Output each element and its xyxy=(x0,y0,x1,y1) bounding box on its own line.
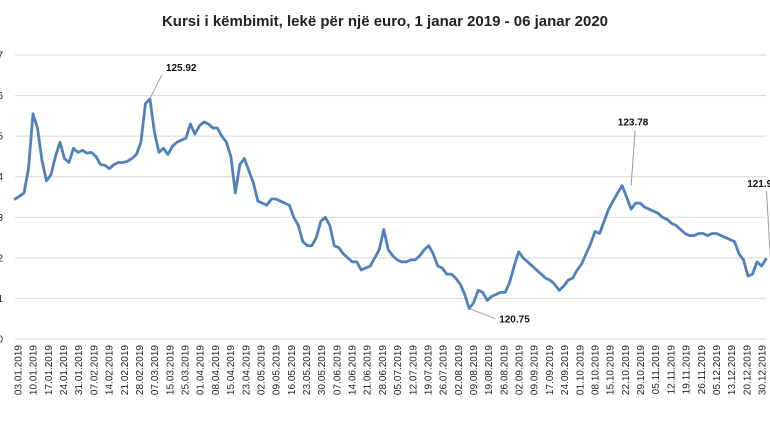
y-tick-label: 5 xyxy=(0,132,3,143)
x-tick-label: 31.01.2019 xyxy=(74,345,85,395)
x-tick-label: 25.03.2019 xyxy=(181,345,192,395)
x-tick-label: 10.01.2019 xyxy=(29,345,40,395)
x-tick-label: 26.11.2019 xyxy=(697,345,708,395)
annotation-leader xyxy=(765,191,770,260)
y-tick-label: 3 xyxy=(0,213,3,224)
x-tick-label: 17.09.2019 xyxy=(545,345,556,395)
y-axis-ticks: 0 1 2 3 4 5 6 7 xyxy=(0,51,3,346)
y-tick-label: 1 xyxy=(0,294,3,305)
x-tick-label: 30.12.2019 xyxy=(758,345,769,395)
x-tick-label: 23.04.2019 xyxy=(241,345,252,395)
x-tick-label: 19.07.2019 xyxy=(423,345,434,395)
x-tick-label: 23.05.2019 xyxy=(302,345,313,395)
series-line xyxy=(13,97,768,310)
x-tick-label: 17.01.2019 xyxy=(44,345,55,395)
x-tick-label: 13.12.2019 xyxy=(727,345,738,395)
x-tick-label: 15.10.2019 xyxy=(606,345,617,395)
x-axis-ticks: 03.01.2019 10.01.2019 17.01.2019 24.01.2019… xyxy=(14,345,769,395)
annotations: 125.92 120.75 123.78 121.97 xyxy=(149,63,770,326)
annotation-label: 123.78 xyxy=(618,118,649,129)
x-tick-label: 15.04.2019 xyxy=(226,345,237,395)
x-tick-label: 07.03.2019 xyxy=(150,345,161,395)
y-tick-label: 6 xyxy=(0,91,3,102)
x-tick-label: 24.01.2019 xyxy=(59,345,70,395)
x-tick-label: 14.02.2019 xyxy=(105,345,116,395)
x-tick-label: 21.02.2019 xyxy=(120,345,131,395)
x-tick-label: 05.12.2019 xyxy=(712,345,723,395)
y-tick-label: 0 xyxy=(0,335,3,346)
x-tick-label: 08.04.2019 xyxy=(211,345,222,395)
x-tick-label: 02.05.2019 xyxy=(256,345,267,395)
x-tick-label: 26.07.2019 xyxy=(439,345,450,395)
annotation-leader xyxy=(149,74,163,100)
x-tick-label: 22.10.2019 xyxy=(621,345,632,395)
x-tick-label: 20.12.2019 xyxy=(742,345,753,395)
x-tick-label: 05.07.2019 xyxy=(393,345,404,395)
x-tick-label: 01.04.2019 xyxy=(196,345,207,395)
x-tick-label: 02.09.2019 xyxy=(515,345,526,395)
y-tick-label: 7 xyxy=(0,51,3,62)
gridlines xyxy=(15,54,766,340)
x-tick-label: 05.11.2019 xyxy=(651,345,662,395)
x-tick-label: 12.11.2019 xyxy=(666,345,677,395)
y-tick-label: 2 xyxy=(0,253,3,264)
annotation-leader xyxy=(469,308,496,320)
x-tick-label: 28.02.2019 xyxy=(135,345,146,395)
x-tick-label: 29.10.2019 xyxy=(636,345,647,395)
annotation-leader xyxy=(630,130,636,186)
x-tick-label: 03.01.2019 xyxy=(14,345,25,395)
x-tick-label: 19.08.2019 xyxy=(484,345,495,395)
x-tick-label: 12.07.2019 xyxy=(408,345,419,395)
x-tick-label: 28.06.2019 xyxy=(378,345,389,395)
x-tick-label: 09.05.2019 xyxy=(272,345,283,395)
x-tick-label: 30.05.2019 xyxy=(317,345,328,395)
x-tick-label: 02.08.2019 xyxy=(454,345,465,395)
x-tick-label: 07.06.2019 xyxy=(332,345,343,395)
x-tick-label: 01.10.2019 xyxy=(575,345,586,395)
x-tick-label: 09.08.2019 xyxy=(469,345,480,395)
y-tick-label: 4 xyxy=(0,172,3,183)
annotation-label: 125.92 xyxy=(166,63,197,74)
x-tick-label: 19.11.2019 xyxy=(682,345,693,395)
x-tick-label: 21.06.2019 xyxy=(363,345,374,395)
x-tick-label: 14.06.2019 xyxy=(348,345,359,395)
x-tick-label: 07.02.2019 xyxy=(89,345,100,395)
x-tick-label: 15.03.2019 xyxy=(165,345,176,395)
x-tick-label: 24.09.2019 xyxy=(560,345,571,395)
chart-title: Kursi i këmbimit, lekë për një euro, 1 j… xyxy=(162,13,608,30)
x-tick-label: 08.10.2019 xyxy=(590,345,601,395)
annotation-label: 121.97 xyxy=(747,179,770,190)
x-tick-label: 09.09.2019 xyxy=(530,345,541,395)
x-tick-label: 16.05.2019 xyxy=(287,345,298,395)
annotation-label: 120.75 xyxy=(499,315,530,326)
x-tick-label: 26.08.2019 xyxy=(499,345,510,395)
